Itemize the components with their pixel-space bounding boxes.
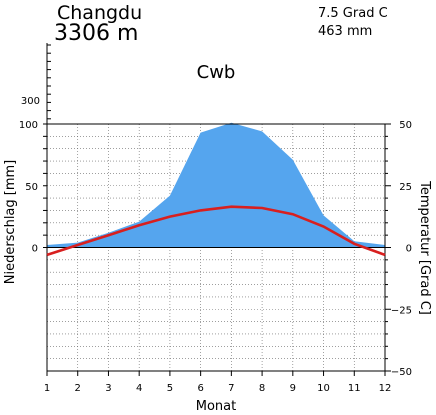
right-tick-label: 50: [399, 120, 412, 131]
right-tick-label: 0: [406, 244, 412, 255]
x-tick-label: 11: [348, 383, 361, 394]
x-tick-label: 8: [259, 383, 265, 394]
station-name: Changdu: [57, 2, 142, 24]
x-tick-label: 1: [44, 383, 50, 394]
temperature-line: [46, 205, 386, 257]
left-axis-label: Niederschlag [mm]: [3, 160, 18, 285]
left-tick-label: 100: [19, 120, 38, 131]
left-upper-tick-label: 300: [21, 96, 40, 107]
x-tick-label: 9: [290, 383, 296, 394]
right-axis-label: Temperatur [Grad C]: [417, 180, 432, 315]
x-tick-label: 4: [136, 383, 142, 394]
station-elevation: 3306 m: [54, 21, 138, 46]
mean-temperature: 7.5 Grad C: [318, 6, 388, 21]
left-tick-label: 0: [32, 244, 38, 255]
left-tick-label: 50: [25, 182, 38, 193]
x-tick-label: 12: [379, 383, 392, 394]
right-tick-label: 25: [399, 182, 412, 193]
x-tick-label: 7: [228, 383, 234, 394]
axes: [43, 43, 391, 376]
x-tick-label: 10: [317, 383, 330, 394]
x-tick-label: 6: [197, 383, 203, 394]
climate-classification: Cwb: [197, 62, 236, 83]
precipitation-area: [47, 122, 385, 248]
x-tick-label: 3: [105, 383, 111, 394]
right-tick-label: −50: [391, 367, 412, 378]
x-tick-label: 5: [167, 383, 173, 394]
annual-precipitation: 463 mm: [318, 24, 372, 39]
right-tick-label: −25: [391, 305, 412, 316]
x-tick-label: 2: [75, 383, 81, 394]
x-axis-label: Monat: [196, 399, 236, 414]
